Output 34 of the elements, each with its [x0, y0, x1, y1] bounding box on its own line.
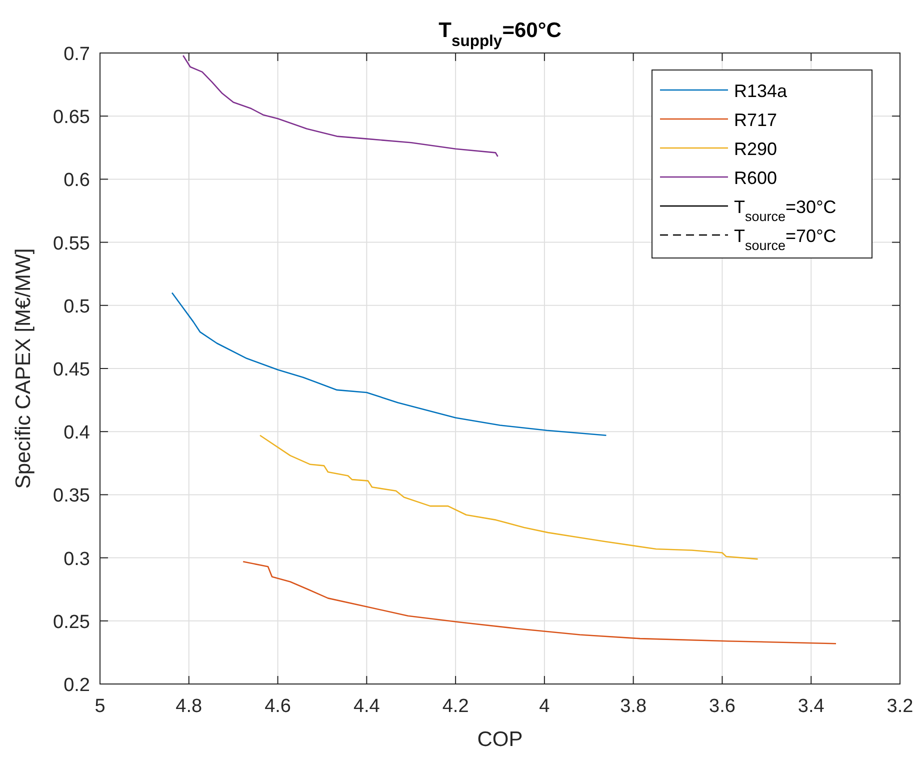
y-tick-label: 0.6 [64, 170, 90, 192]
x-tick-label: 4.2 [442, 696, 469, 717]
legend-label: T$_{source}$=30°C [734, 197, 836, 224]
x-tick-label: 4 [539, 696, 550, 717]
y-tick-label: 0.55 [53, 233, 90, 254]
x-tick-label: 3.2 [886, 696, 914, 717]
x-tick-label: 3.8 [620, 696, 647, 717]
y-tick-label: 0.4 [64, 422, 90, 444]
line-series [242, 560, 837, 644]
x-tick-label: 5 [94, 696, 106, 717]
chart-title: T$_{supply}$=60°C [438, 19, 562, 50]
x-axis-title: COP [477, 728, 523, 751]
y-tick-label: 0.45 [53, 360, 90, 380]
line-series [171, 292, 607, 436]
legend-label: R717 [734, 110, 778, 130]
legend-label: T$_{source}$=70°C [734, 226, 836, 252]
line-series [182, 54, 498, 158]
legend-label: R134a [734, 81, 788, 101]
line-series [259, 434, 758, 560]
x-tick-label: 4.8 [176, 696, 202, 717]
y-tick-label: 0.5 [64, 296, 90, 318]
y-tick-label: 0.3 [64, 548, 90, 570]
legend-label: R290 [734, 139, 778, 159]
x-tick-label: 3.4 [798, 696, 825, 717]
x-tick-label: 3.6 [709, 696, 736, 717]
y-tick-label: 0.35 [53, 486, 90, 507]
y-tick-label: 0.2 [64, 675, 90, 696]
y-tick-label: 0.25 [53, 612, 90, 633]
y-axis-title: Specific CAPEX [M€/MW] [12, 248, 35, 489]
legend-label: R600 [734, 168, 778, 188]
x-tick-label: 4.6 [264, 696, 291, 717]
x-tick-label: 4.4 [353, 696, 380, 717]
y-tick-label: 0.65 [53, 107, 90, 128]
y-tick-label: 0.7 [64, 44, 90, 65]
